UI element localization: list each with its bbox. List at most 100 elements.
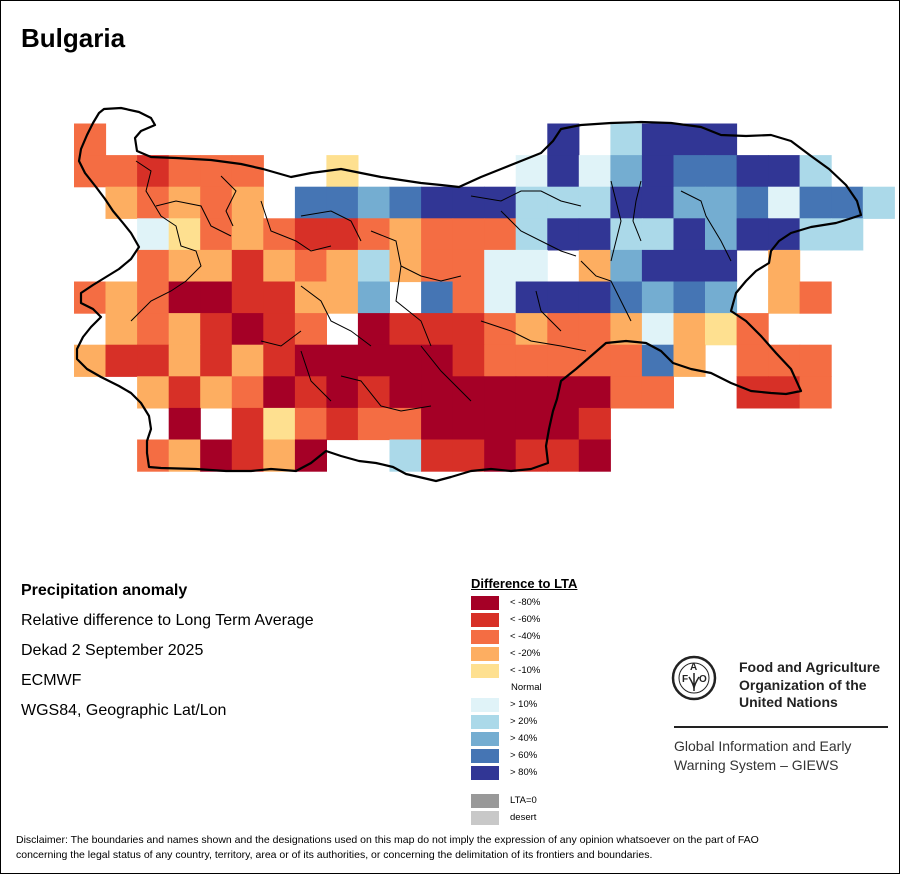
grid-cell [799, 344, 832, 377]
grid-cell [547, 439, 580, 472]
grid-cell [137, 281, 170, 314]
fao-name-line-2: Organization of the [739, 677, 867, 693]
grid-cell [452, 376, 485, 409]
legend-label: < -20% [510, 648, 541, 659]
grid-cell [736, 344, 769, 377]
svg-text:O: O [699, 674, 707, 685]
grid-cell [357, 281, 390, 314]
grid-cell [200, 313, 233, 346]
legend-swatch [471, 794, 499, 808]
grid-cell [357, 186, 390, 219]
grid-cell [799, 218, 832, 251]
grid-cell [452, 186, 485, 219]
divider [674, 726, 888, 728]
grid-cell [547, 186, 580, 219]
grid-cell [515, 218, 548, 251]
grid-cell [294, 407, 327, 441]
legend-swatch [471, 766, 499, 780]
grid-cell [515, 376, 548, 409]
grid-cell [137, 218, 170, 251]
grid-cell [673, 281, 706, 314]
grid-cell [641, 281, 674, 314]
grid-cell [294, 313, 327, 346]
grid-cell [515, 407, 548, 441]
grid-cell [294, 376, 327, 409]
grid-cell [105, 186, 138, 219]
grid-cell [200, 376, 233, 409]
grid-cell [578, 155, 611, 188]
legend-label: < -60% [510, 614, 541, 625]
grid-cell [105, 344, 138, 377]
grid-cell [452, 344, 485, 377]
grid-cell [137, 313, 170, 346]
grid-cell [389, 344, 422, 377]
grid-cell [484, 218, 517, 251]
grid-cell [421, 313, 454, 346]
grid-cell [452, 313, 485, 346]
legend-label: > 40% [510, 733, 538, 744]
legend-swatch [471, 698, 499, 712]
grid-cell [705, 249, 738, 283]
grid-cell [736, 155, 769, 188]
grid-cell [137, 155, 170, 188]
grid-cell [547, 376, 580, 409]
grid-cell [547, 218, 580, 251]
grid-cell [168, 439, 201, 472]
map-title: Bulgaria [21, 23, 126, 53]
grid-cell [547, 281, 580, 314]
grid-cell [294, 186, 327, 219]
grid-cell [578, 249, 611, 283]
grid-cell [200, 439, 233, 472]
grid-cells [74, 123, 895, 472]
legend-label: desert [510, 812, 537, 823]
grid-cell [263, 376, 296, 409]
grid-cell [452, 407, 485, 441]
grid-cell [673, 186, 706, 219]
grid-cell [452, 218, 485, 251]
legend-swatch [471, 732, 499, 746]
legend-label: > 80% [510, 767, 538, 778]
legend-label: > 60% [510, 750, 538, 761]
grid-cell [515, 439, 548, 472]
grid-cell [105, 313, 138, 346]
legend-title: Difference to LTA [471, 576, 578, 591]
grid-cell [799, 281, 832, 314]
grid-cell [673, 313, 706, 346]
svg-text:A: A [690, 662, 697, 673]
grid-cell [799, 376, 832, 409]
fao-name-line-1: Food and Agriculture [739, 659, 881, 675]
grid-cell [578, 439, 611, 472]
grid-cell [294, 249, 327, 283]
grid-cell [578, 344, 611, 377]
legend-swatch [471, 613, 499, 627]
grid-cell [389, 249, 422, 283]
grid-cell [641, 218, 674, 251]
grid-cell [641, 155, 674, 188]
grid-cell [673, 155, 706, 188]
grid-cell [641, 123, 674, 156]
variable-name: Precipitation anomaly [21, 582, 188, 599]
grid-cell [610, 249, 643, 283]
grid-cell [578, 313, 611, 346]
grid-cell [768, 186, 801, 219]
country-border [75, 106, 863, 483]
grid-cell [484, 281, 517, 314]
grid-cell [736, 218, 769, 251]
legend-label: > 10% [510, 699, 538, 710]
grid-cell [705, 123, 738, 156]
legend-label: < -80% [510, 597, 541, 608]
grid-cell [105, 281, 138, 314]
grid-cell [452, 281, 485, 314]
grid-cell [484, 186, 517, 219]
grid-cell [168, 376, 201, 409]
grid-cell [168, 218, 201, 251]
grid-cell [421, 249, 454, 283]
grid-cell [263, 313, 296, 346]
projection: WGS84, Geographic Lat/Lon [21, 702, 227, 719]
grid-cell [389, 313, 422, 346]
grid-cell [231, 155, 264, 188]
grid-cell [484, 439, 517, 472]
grid-cell [326, 407, 359, 441]
grid-cell [578, 281, 611, 314]
grid-cell [105, 155, 138, 188]
